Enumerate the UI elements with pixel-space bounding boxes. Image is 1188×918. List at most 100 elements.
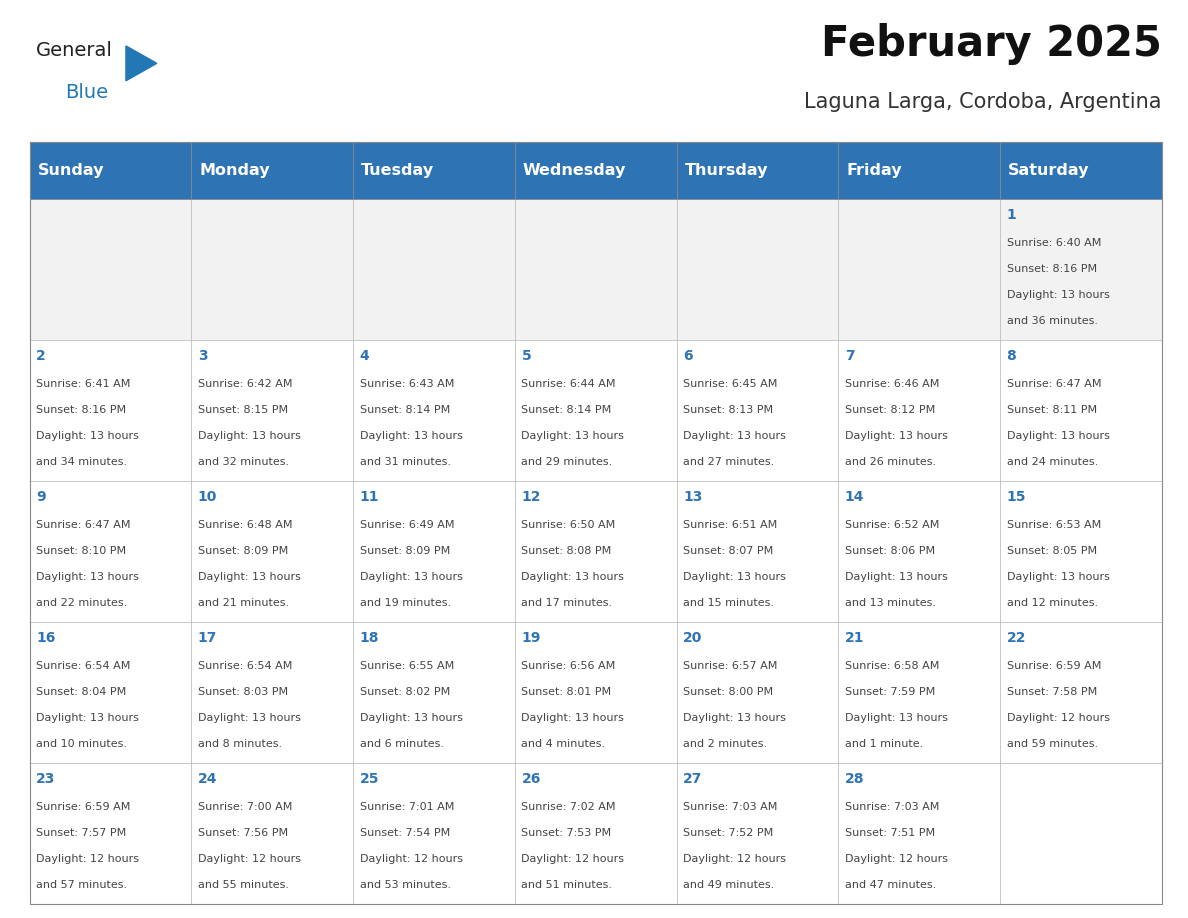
- Bar: [839, 341, 1000, 481]
- Text: Daylight: 13 hours: Daylight: 13 hours: [522, 431, 624, 442]
- Text: Sunrise: 6:55 AM: Sunrise: 6:55 AM: [360, 661, 454, 671]
- Text: Sunset: 8:10 PM: Sunset: 8:10 PM: [36, 546, 126, 556]
- Bar: [514, 622, 677, 763]
- Text: Daylight: 12 hours: Daylight: 12 hours: [360, 854, 462, 864]
- Bar: [191, 341, 353, 481]
- Text: Daylight: 12 hours: Daylight: 12 hours: [522, 854, 625, 864]
- Text: Sunrise: 6:44 AM: Sunrise: 6:44 AM: [522, 379, 615, 389]
- Text: 21: 21: [845, 631, 865, 644]
- Text: and 12 minutes.: and 12 minutes.: [1006, 599, 1098, 609]
- Text: 11: 11: [360, 489, 379, 504]
- Text: Sunrise: 6:41 AM: Sunrise: 6:41 AM: [36, 379, 131, 389]
- Text: Daylight: 13 hours: Daylight: 13 hours: [845, 572, 948, 582]
- Text: and 36 minutes.: and 36 minutes.: [1006, 316, 1098, 326]
- Text: Sunrise: 6:40 AM: Sunrise: 6:40 AM: [1006, 238, 1101, 248]
- Text: 9: 9: [36, 489, 46, 504]
- Text: and 59 minutes.: and 59 minutes.: [1006, 739, 1098, 749]
- Text: Sunrise: 7:03 AM: Sunrise: 7:03 AM: [845, 802, 940, 812]
- Text: Sunrise: 6:56 AM: Sunrise: 6:56 AM: [522, 661, 615, 671]
- Text: and 31 minutes.: and 31 minutes.: [360, 457, 450, 467]
- Text: Sunrise: 6:49 AM: Sunrise: 6:49 AM: [360, 520, 454, 530]
- Bar: [839, 481, 1000, 622]
- Bar: [353, 622, 514, 763]
- Text: Sunset: 8:16 PM: Sunset: 8:16 PM: [1006, 264, 1097, 274]
- Text: Sunrise: 6:47 AM: Sunrise: 6:47 AM: [36, 520, 131, 530]
- Text: Daylight: 13 hours: Daylight: 13 hours: [198, 572, 301, 582]
- Text: 24: 24: [198, 772, 217, 786]
- Text: Sunset: 8:04 PM: Sunset: 8:04 PM: [36, 687, 126, 697]
- Text: Sunrise: 6:50 AM: Sunrise: 6:50 AM: [522, 520, 615, 530]
- Text: 16: 16: [36, 631, 56, 644]
- Text: 18: 18: [360, 631, 379, 644]
- Text: Daylight: 13 hours: Daylight: 13 hours: [522, 572, 624, 582]
- Bar: [839, 622, 1000, 763]
- Text: 17: 17: [198, 631, 217, 644]
- Text: Daylight: 13 hours: Daylight: 13 hours: [1006, 431, 1110, 442]
- Bar: [191, 199, 353, 341]
- Text: and 4 minutes.: and 4 minutes.: [522, 739, 606, 749]
- Text: Sunset: 7:51 PM: Sunset: 7:51 PM: [845, 828, 935, 838]
- Text: Sunset: 8:11 PM: Sunset: 8:11 PM: [1006, 405, 1097, 415]
- Bar: [839, 763, 1000, 904]
- Text: Saturday: Saturday: [1009, 163, 1089, 178]
- Text: Sunset: 8:02 PM: Sunset: 8:02 PM: [360, 687, 450, 697]
- Text: Tuesday: Tuesday: [361, 163, 435, 178]
- Text: 23: 23: [36, 772, 56, 786]
- Text: 2: 2: [36, 349, 46, 363]
- Text: Sunday: Sunday: [38, 163, 105, 178]
- Text: and 49 minutes.: and 49 minutes.: [683, 880, 775, 890]
- Text: Sunset: 8:14 PM: Sunset: 8:14 PM: [522, 405, 612, 415]
- Text: Daylight: 13 hours: Daylight: 13 hours: [198, 713, 301, 723]
- Bar: [353, 199, 514, 341]
- Text: Sunrise: 6:46 AM: Sunrise: 6:46 AM: [845, 379, 940, 389]
- Text: Sunset: 8:01 PM: Sunset: 8:01 PM: [522, 687, 612, 697]
- Text: 27: 27: [683, 772, 702, 786]
- Text: 4: 4: [360, 349, 369, 363]
- Bar: [191, 142, 353, 199]
- Text: 12: 12: [522, 489, 541, 504]
- Text: February 2025: February 2025: [821, 23, 1162, 65]
- Bar: [353, 142, 514, 199]
- Text: 15: 15: [1006, 489, 1026, 504]
- Text: and 26 minutes.: and 26 minutes.: [845, 457, 936, 467]
- Text: Daylight: 13 hours: Daylight: 13 hours: [36, 713, 139, 723]
- Text: Sunset: 8:09 PM: Sunset: 8:09 PM: [198, 546, 289, 556]
- Text: Sunset: 7:52 PM: Sunset: 7:52 PM: [683, 828, 773, 838]
- Text: 3: 3: [198, 349, 208, 363]
- Text: and 22 minutes.: and 22 minutes.: [36, 599, 127, 609]
- Text: and 1 minute.: and 1 minute.: [845, 739, 923, 749]
- Bar: [677, 142, 839, 199]
- Text: Daylight: 13 hours: Daylight: 13 hours: [36, 431, 139, 442]
- Text: Sunset: 8:13 PM: Sunset: 8:13 PM: [683, 405, 773, 415]
- Text: 22: 22: [1006, 631, 1026, 644]
- Text: Sunset: 8:09 PM: Sunset: 8:09 PM: [360, 546, 450, 556]
- Text: 10: 10: [198, 489, 217, 504]
- Bar: [30, 481, 191, 622]
- Text: 13: 13: [683, 489, 702, 504]
- Text: Daylight: 13 hours: Daylight: 13 hours: [360, 572, 462, 582]
- Text: Sunrise: 6:51 AM: Sunrise: 6:51 AM: [683, 520, 777, 530]
- Bar: [353, 481, 514, 622]
- Text: Daylight: 13 hours: Daylight: 13 hours: [198, 431, 301, 442]
- Text: Sunrise: 7:03 AM: Sunrise: 7:03 AM: [683, 802, 777, 812]
- Text: Sunrise: 6:47 AM: Sunrise: 6:47 AM: [1006, 379, 1101, 389]
- Text: Sunset: 8:07 PM: Sunset: 8:07 PM: [683, 546, 773, 556]
- Text: Daylight: 13 hours: Daylight: 13 hours: [36, 572, 139, 582]
- Bar: [514, 142, 677, 199]
- Text: and 55 minutes.: and 55 minutes.: [198, 880, 289, 890]
- Bar: [1000, 341, 1162, 481]
- Text: Sunset: 8:08 PM: Sunset: 8:08 PM: [522, 546, 612, 556]
- Text: Daylight: 13 hours: Daylight: 13 hours: [1006, 290, 1110, 300]
- Text: Sunset: 8:14 PM: Sunset: 8:14 PM: [360, 405, 450, 415]
- Text: 7: 7: [845, 349, 854, 363]
- Text: 28: 28: [845, 772, 865, 786]
- Text: Sunrise: 6:54 AM: Sunrise: 6:54 AM: [36, 661, 131, 671]
- Text: and 51 minutes.: and 51 minutes.: [522, 880, 612, 890]
- Bar: [30, 199, 191, 341]
- Bar: [1000, 481, 1162, 622]
- Text: Sunrise: 6:48 AM: Sunrise: 6:48 AM: [198, 520, 292, 530]
- Text: and 32 minutes.: and 32 minutes.: [198, 457, 289, 467]
- Text: Daylight: 13 hours: Daylight: 13 hours: [1006, 572, 1110, 582]
- Text: 14: 14: [845, 489, 865, 504]
- Text: Laguna Larga, Cordoba, Argentina: Laguna Larga, Cordoba, Argentina: [804, 92, 1162, 112]
